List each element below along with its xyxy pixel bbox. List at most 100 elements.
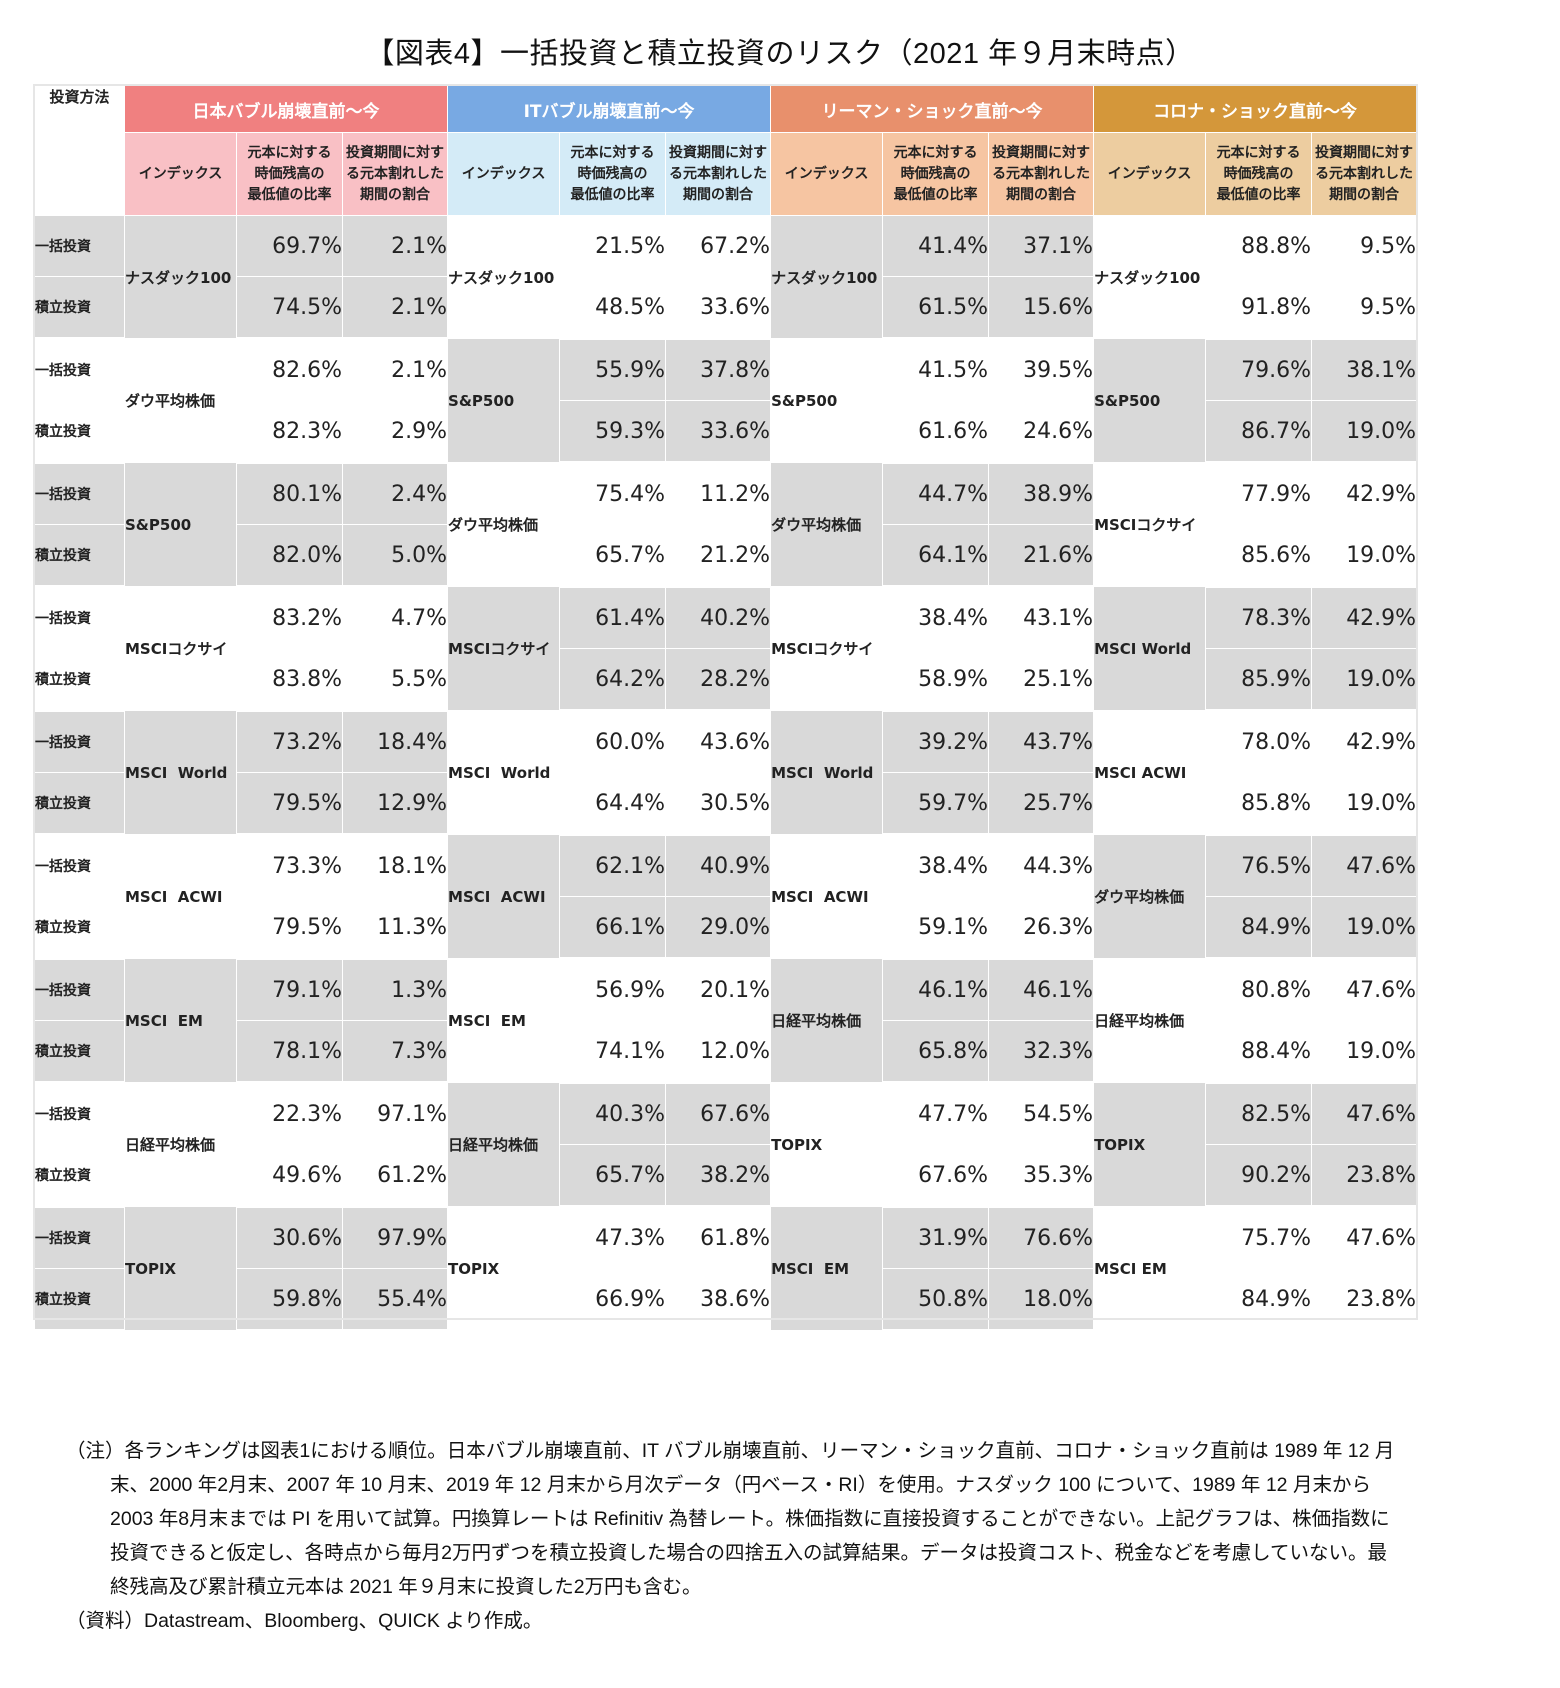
loss-period-value: 5.0% [341,524,449,588]
loss-period-value: 37.8% [665,338,772,401]
loss-period-value: 28.2% [665,648,772,712]
period-header-1: ITバブル崩壊直前～今 [447,85,772,133]
min-ratio-value: 85.6% [1205,524,1313,588]
min-ratio-value: 75.4% [559,462,667,525]
method-cell: 一括投資 [34,586,125,649]
loss-period-value: 15.6% [988,276,1095,340]
loss-period-value: 39.5% [988,338,1095,401]
min-ratio-value: 76.5% [1205,834,1313,897]
index-column-header: インデックス [770,132,884,216]
index-name-cell: MSCI ACWI [1093,710,1207,835]
note-text: （注）各ランキングは図表1における順位。日本バブル崩壊直前、IT バブル崩壊直前… [66,1440,1395,1598]
min-ratio-value: 64.1% [882,524,990,588]
header-line: 投資期間に対す [992,144,1091,161]
loss-period-value: 47.6% [1311,958,1418,1021]
index-name-cell: MSCIコクサイ [1093,462,1207,587]
loss-period-value: 32.3% [988,1020,1095,1084]
index-name-cell: ダウ平均株価 [447,462,561,587]
min-ratio-value: 79.1% [236,958,343,1021]
footnotes: （注）各ランキングは図表1における順位。日本バブル崩壊直前、IT バブル崩壊直前… [66,1434,1406,1638]
loss-period-value: 19.0% [1311,524,1418,588]
header-line: 期間の割合 [683,186,754,203]
min-ratio-value: 64.2% [559,648,667,712]
method-cell: 一括投資 [34,710,125,773]
loss-period-value: 2.9% [341,400,449,464]
header-line: 時価残高の [900,165,971,182]
loss-period-value: 47.6% [1311,1082,1418,1145]
method-header: 投資方法 [34,85,125,216]
index-name-cell: ダウ平均株価 [124,338,237,463]
header-line: 最低値の比率 [570,186,655,203]
min-ratio-value: 86.7% [1205,400,1313,464]
min-ratio-value: 47.7% [882,1082,990,1145]
min-ratio-value: 84.9% [1205,1268,1313,1332]
loss-period-value: 67.6% [665,1082,772,1145]
min-ratio-value: 80.1% [236,462,343,525]
header-line: 投資期間に対す [669,144,768,161]
min-ratio-value: 49.6% [236,1144,343,1208]
index-name-cell: 日経平均株価 [770,958,884,1083]
min-ratio-value: 39.2% [882,710,990,773]
loss-period-value: 47.6% [1311,834,1418,897]
min-ratio-value: 65.7% [559,524,667,588]
index-name-cell: MSCI ACWI [124,834,237,959]
min-ratio-value: 62.1% [559,834,667,897]
min-ratio-value: 38.4% [882,586,990,649]
header-line: る元本割れした [1315,165,1414,182]
loss-period-value: 24.6% [988,400,1095,464]
table-row: 一括投資 日経平均株価 22.3% 97.1% 日経平均株価 40.3% 67.6% TOPI… [34,1082,1418,1207]
method-cell: 積立投資 [34,276,125,340]
loss-period-value: 20.1% [665,958,772,1021]
min-ratio-value: 88.4% [1205,1020,1313,1084]
header-line: 元本に対する [570,144,655,161]
loss-period-column-header: 投資期間に対す る元本割れした 期間の割合 [665,132,772,216]
loss-period-column-header: 投資期間に対す る元本割れした 期間の割合 [341,132,449,216]
min-ratio-value: 80.8% [1205,958,1313,1021]
min-ratio-column-header: 元本に対する 時価残高の 最低値の比率 [1205,132,1313,216]
table-row: 一括投資 ナスダック100 69.7% 2.1% ナスダック100 21.5% 67.2% ナ… [34,215,1418,339]
min-ratio-value: 74.1% [559,1020,667,1084]
index-name-cell: S&P500 [447,338,561,463]
loss-period-value: 33.6% [665,400,772,464]
min-ratio-value: 44.7% [882,462,990,525]
loss-period-value: 19.0% [1311,1020,1418,1084]
loss-period-value: 25.1% [988,648,1095,712]
loss-period-value: 38.2% [665,1144,772,1208]
loss-period-value: 43.6% [665,710,772,773]
method-cell: 積立投資 [34,648,125,712]
index-name-cell: TOPIX [447,1206,561,1331]
loss-period-value: 21.2% [665,524,772,588]
index-name-cell: S&P500 [124,462,237,587]
min-ratio-value: 82.3% [236,400,343,464]
loss-period-value: 19.0% [1311,896,1418,960]
min-ratio-value: 41.4% [882,215,990,277]
index-name-cell: TOPIX [1093,1082,1207,1207]
loss-period-value: 19.0% [1311,772,1418,836]
loss-period-value: 2.1% [341,338,449,401]
loss-period-value: 19.0% [1311,400,1418,464]
loss-period-value: 37.1% [988,215,1095,277]
header-line: 期間の割合 [360,186,431,203]
method-cell: 積立投資 [34,524,125,588]
method-cell: 一括投資 [34,958,125,1021]
loss-period-value: 76.6% [988,1206,1095,1269]
header-line: 最低値の比率 [247,186,332,203]
loss-period-value: 30.5% [665,772,772,836]
min-ratio-value: 64.4% [559,772,667,836]
min-ratio-column-header: 元本に対する 時価残高の 最低値の比率 [236,132,343,216]
header-line: 時価残高の [577,165,648,182]
index-column-header: インデックス [1093,132,1207,216]
table-row: 一括投資 TOPIX 30.6% 97.9% TOPIX 47.3% 61.8% MSCI E… [34,1206,1418,1331]
min-ratio-value: 30.6% [236,1206,343,1269]
min-ratio-value: 82.0% [236,524,343,588]
min-ratio-value: 78.1% [236,1020,343,1084]
min-ratio-value: 79.5% [236,772,343,836]
min-ratio-value: 59.3% [559,400,667,464]
loss-period-value: 38.9% [988,462,1095,525]
table-row: 積立投資 59.8% 55.4% 66.9% 38.6% 50.8% 18.0% 84.9% 2… [34,1268,1418,1332]
loss-period-value: 9.5% [1311,215,1418,277]
min-ratio-value: 59.8% [236,1268,343,1332]
loss-period-value: 18.0% [988,1268,1095,1332]
index-column-header: インデックス [124,132,237,216]
loss-period-value: 42.9% [1311,462,1418,525]
